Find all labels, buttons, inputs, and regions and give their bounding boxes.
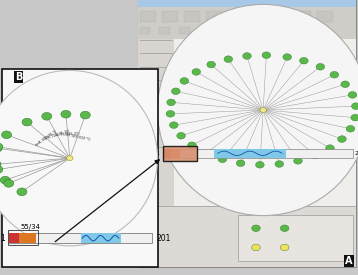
Bar bbox=[138, 0, 356, 7]
Bar bbox=[251, 11, 267, 22]
Circle shape bbox=[294, 158, 302, 164]
Text: Cs, 35/(346, 55): Cs, 35/(346, 55) bbox=[55, 131, 80, 137]
Bar bbox=[138, 206, 356, 267]
Bar bbox=[228, 11, 245, 22]
Bar bbox=[140, 11, 156, 22]
Circle shape bbox=[326, 145, 334, 152]
Bar bbox=[138, 0, 356, 267]
Text: B: B bbox=[15, 72, 22, 82]
Circle shape bbox=[80, 111, 90, 119]
Circle shape bbox=[348, 92, 357, 98]
Circle shape bbox=[280, 225, 289, 232]
Circle shape bbox=[0, 143, 3, 151]
Circle shape bbox=[280, 244, 289, 251]
Bar bbox=[138, 7, 356, 38]
Circle shape bbox=[180, 78, 189, 84]
Bar bbox=[163, 146, 197, 161]
Circle shape bbox=[61, 110, 71, 118]
Circle shape bbox=[42, 112, 52, 120]
Circle shape bbox=[171, 88, 180, 95]
Circle shape bbox=[0, 176, 10, 184]
Circle shape bbox=[166, 111, 175, 117]
Text: A: A bbox=[345, 256, 353, 266]
Circle shape bbox=[352, 103, 358, 109]
Bar bbox=[179, 28, 190, 34]
Circle shape bbox=[0, 166, 3, 173]
Circle shape bbox=[316, 64, 325, 70]
Circle shape bbox=[330, 72, 339, 78]
Circle shape bbox=[188, 142, 196, 148]
Bar bbox=[163, 148, 170, 158]
Bar bbox=[8, 230, 38, 245]
Bar bbox=[81, 233, 121, 243]
Bar bbox=[199, 28, 209, 34]
Circle shape bbox=[202, 150, 210, 156]
Circle shape bbox=[67, 156, 73, 161]
Circle shape bbox=[218, 156, 227, 163]
Circle shape bbox=[300, 57, 308, 64]
Ellipse shape bbox=[0, 70, 158, 246]
Circle shape bbox=[1, 131, 11, 139]
Bar bbox=[206, 11, 222, 22]
Circle shape bbox=[283, 54, 291, 60]
Bar bbox=[295, 11, 311, 22]
Ellipse shape bbox=[158, 4, 358, 216]
Circle shape bbox=[252, 244, 260, 251]
Circle shape bbox=[22, 118, 32, 126]
Circle shape bbox=[0, 144, 2, 152]
Text: 178, 722/(38, 31): 178, 722/(38, 31) bbox=[44, 129, 70, 141]
Circle shape bbox=[0, 160, 1, 168]
Circle shape bbox=[169, 122, 178, 128]
Bar bbox=[162, 11, 178, 22]
Circle shape bbox=[17, 188, 27, 196]
Circle shape bbox=[260, 108, 266, 112]
Text: 55/34: 55/34 bbox=[20, 224, 40, 230]
Bar bbox=[138, 39, 174, 206]
Circle shape bbox=[338, 136, 346, 142]
Bar bbox=[163, 148, 353, 158]
Circle shape bbox=[341, 81, 349, 87]
Text: 1: 1 bbox=[0, 234, 5, 243]
Bar bbox=[170, 148, 180, 158]
Circle shape bbox=[262, 52, 271, 59]
Circle shape bbox=[4, 180, 14, 187]
Bar bbox=[238, 214, 353, 261]
Bar bbox=[174, 39, 356, 206]
Bar bbox=[2, 69, 158, 267]
Bar bbox=[19, 233, 36, 243]
Text: rprA, 200/(38, 5): rprA, 200/(38, 5) bbox=[35, 130, 58, 147]
Circle shape bbox=[351, 114, 358, 121]
Text: Cs, 433/(346, 55): Cs, 433/(346, 55) bbox=[65, 130, 92, 139]
Circle shape bbox=[252, 225, 260, 232]
Text: 1: 1 bbox=[156, 151, 160, 156]
Circle shape bbox=[256, 161, 264, 168]
Circle shape bbox=[346, 125, 355, 132]
Bar bbox=[9, 233, 19, 243]
Text: 201: 201 bbox=[156, 234, 171, 243]
Circle shape bbox=[177, 133, 185, 139]
Bar bbox=[273, 11, 289, 22]
Circle shape bbox=[243, 53, 251, 59]
Circle shape bbox=[207, 61, 216, 68]
Circle shape bbox=[236, 160, 245, 166]
Circle shape bbox=[224, 56, 233, 62]
Circle shape bbox=[192, 68, 200, 75]
Bar bbox=[218, 28, 229, 34]
Circle shape bbox=[311, 152, 319, 159]
Circle shape bbox=[167, 99, 175, 106]
Bar bbox=[9, 233, 152, 243]
Bar bbox=[317, 11, 333, 22]
Bar bbox=[184, 11, 200, 22]
Bar bbox=[140, 28, 150, 34]
Bar bbox=[214, 148, 286, 158]
Circle shape bbox=[275, 161, 284, 167]
Text: 201: 201 bbox=[355, 151, 358, 156]
Bar bbox=[159, 28, 170, 34]
